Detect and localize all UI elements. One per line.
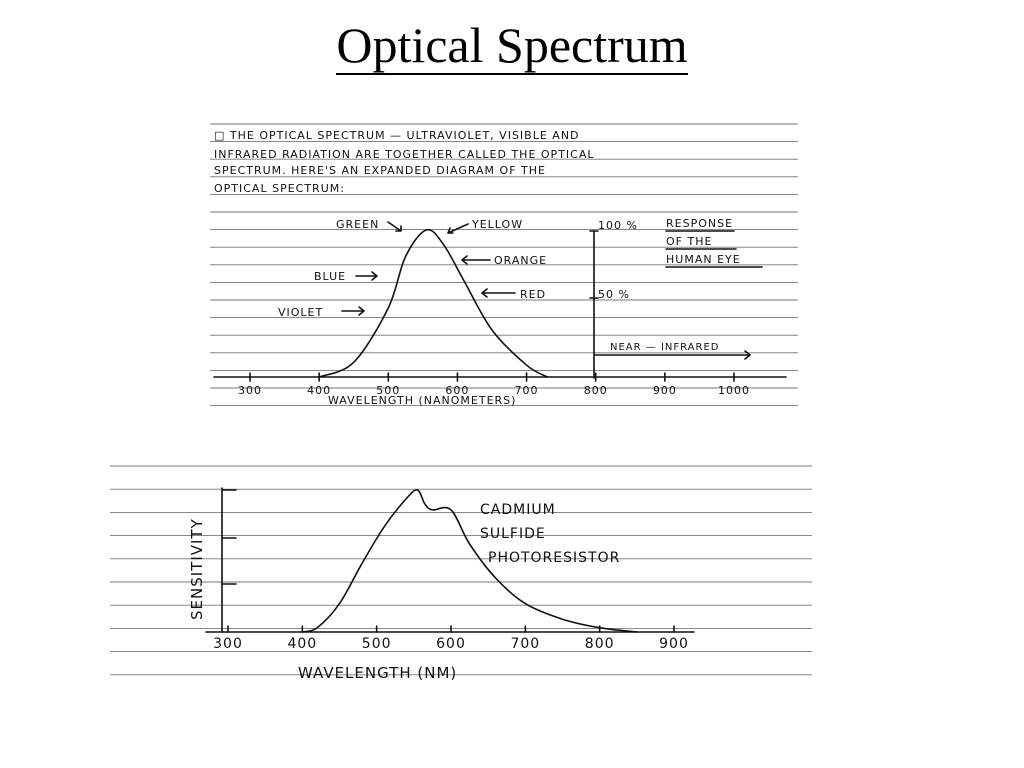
arrow-blue [355,271,378,281]
response-scale-label-50: 50 % [598,288,630,301]
photoresistor-curve [301,489,638,633]
response-label-1: RESPONSE [666,217,733,230]
response-label-3: HUMAN EYE [666,253,741,266]
x-tick-label: 600 [445,384,469,397]
x-axis: 300 400 500 600 700 800 900 1000 [213,372,787,397]
label-near-infrared: NEAR — INFRARED [610,342,719,353]
response-label-2: OF THE [666,235,712,248]
x-tick-label: 800 [584,384,608,397]
slide-title-text: Optical Spectrum [336,17,688,75]
arrow-green [387,221,402,232]
x-axis-label: WAVELENGTH (NANOMETERS) [328,394,516,407]
y-axis-label: SENSITIVITY [188,518,206,620]
eye-response-figure: □ THE OPTICAL SPECTRUM — ULTRAVIOLET, VI… [210,123,798,407]
label-blue: BLUE [314,270,346,283]
note-line-2: INFRARED RADIATION ARE TOGETHER CALLED T… [214,148,595,161]
x-tick-label: 600 [436,636,466,652]
x-tick-label: 900 [653,384,677,397]
curve-label-2: SULFIDE [480,526,546,542]
note-line-1: □ THE OPTICAL SPECTRUM — ULTRAVIOLET, VI… [214,129,580,142]
label-yellow: YELLOW [471,218,523,231]
x-tick-label: 900 [659,636,689,652]
label-orange: ORANGE [494,254,547,267]
response-scale-label-100: 100 % [598,219,638,232]
curve-label-1: CADMIUM [480,502,556,518]
arrow-red [481,288,516,298]
x-tick-label: 800 [585,636,615,652]
note-line-3: SPECTRUM. HERE'S AN EXPANDED DIAGRAM OF … [214,164,546,177]
x-tick-label: 500 [362,636,392,652]
x-axis-label: WAVELENGTH (NM) [298,664,457,682]
label-violet: VIOLET [278,306,323,319]
label-green: GREEN [336,218,379,231]
eye-response-curve [318,228,549,378]
x-tick-label: 300 [213,636,243,652]
notebook-rules [210,123,798,407]
photoresistor-figure: SENSITIVITY 300 400 500 600 700 800 900 CADMIU… [110,465,812,682]
x-tick-label: 400 [287,636,317,652]
label-red: RED [520,288,546,301]
curve-label-3: PHOTORESISTOR [488,550,620,566]
arrow-yellow [447,223,469,234]
arrow-orange [461,255,491,265]
x-tick-label: 700 [515,384,539,397]
arrow-near-infrared [593,350,751,360]
x-tick-label: 500 [376,384,400,397]
x-tick-label: 300 [238,384,262,397]
axes: 300 400 500 600 700 800 900 [205,487,695,652]
x-tick-label: 700 [510,636,540,652]
x-tick-label: 400 [307,384,331,397]
note-line-4: OPTICAL SPECTRUM: [214,182,345,195]
arrow-violet [341,306,365,316]
x-tick-label: 1000 [718,384,750,397]
slide-title: Optical Spectrum [0,14,1024,76]
